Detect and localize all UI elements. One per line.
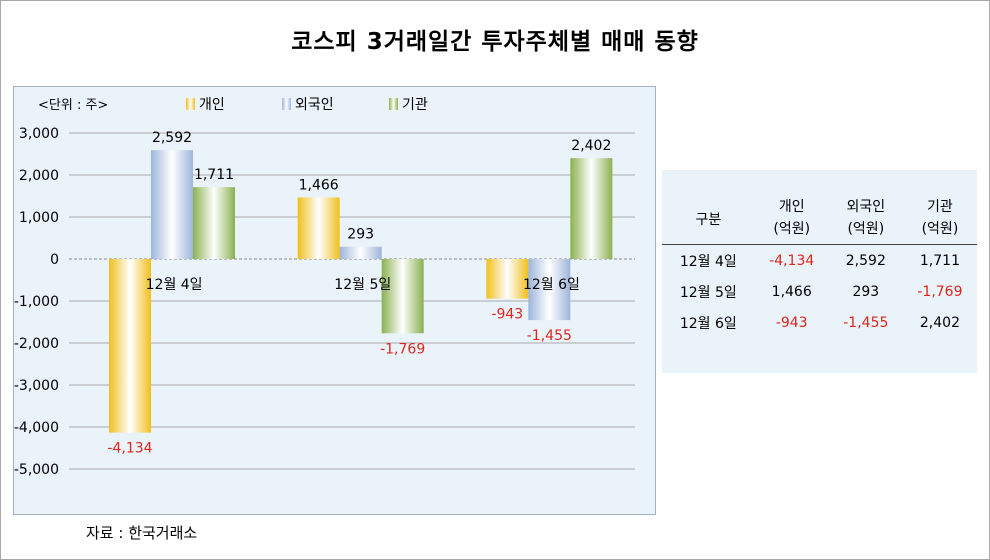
legend-swatch bbox=[186, 98, 195, 110]
cell-foreign: 2,592 bbox=[845, 252, 886, 269]
legend: <단위 : 주> 개인 외국인 기관 bbox=[38, 97, 428, 113]
row-date: 12월 5일 bbox=[679, 284, 737, 301]
cell-individual: -943 bbox=[775, 314, 808, 331]
category-label: 12월 4일 bbox=[146, 277, 203, 293]
bar-individual bbox=[297, 197, 340, 259]
bar-individual bbox=[486, 259, 529, 299]
header-unit: (억원) bbox=[754, 218, 829, 245]
bar-foreign bbox=[151, 150, 193, 259]
legend-label: 외국인 bbox=[295, 97, 334, 113]
header-unit: (억원) bbox=[902, 218, 977, 245]
bar-institution bbox=[570, 158, 613, 259]
legend-swatch bbox=[282, 98, 291, 110]
bars bbox=[109, 150, 613, 433]
y-tick-label: 2,000 bbox=[19, 168, 59, 184]
source-note: 자료 : 한국거래소 bbox=[86, 524, 198, 542]
bar-foreign bbox=[339, 246, 382, 259]
category-labels: 12월 4일 12월 5일 12월 6일 bbox=[146, 277, 580, 293]
table-row: 12월 5일 1,466 293 -1,769 bbox=[662, 276, 977, 307]
y-axis-ticks: 3,000 2,000 1,000 0 -1,000 -2,000 -3,000 -4,000… bbox=[14, 126, 59, 478]
header-individual: 개인 bbox=[778, 199, 805, 215]
data-label: -1,455 bbox=[527, 328, 572, 344]
bar-institution bbox=[381, 259, 424, 334]
row-date: 12월 4일 bbox=[679, 253, 737, 270]
data-label: -943 bbox=[491, 307, 523, 323]
y-tick-label: 3,000 bbox=[19, 126, 59, 142]
unit-label: <단위 : 주> bbox=[38, 98, 108, 113]
cell-institution: -1,769 bbox=[917, 283, 963, 300]
cell-individual: -4,134 bbox=[769, 252, 815, 269]
bar-institution bbox=[193, 187, 235, 259]
row-date: 12월 6일 bbox=[679, 315, 737, 332]
category-label: 12월 6일 bbox=[523, 277, 580, 293]
header-foreign: 외국인 bbox=[846, 199, 886, 215]
y-tick-label: -2,000 bbox=[14, 336, 59, 352]
y-tick-label: -3,000 bbox=[14, 378, 59, 394]
legend-swatch bbox=[389, 98, 398, 110]
data-label: 1,466 bbox=[299, 177, 339, 193]
y-tick-label: -1,000 bbox=[14, 294, 59, 310]
table-row: 12월 6일 -943 -1,455 2,402 bbox=[662, 307, 977, 338]
data-label: 2,592 bbox=[152, 130, 192, 146]
data-labels: -4,134 2,592 1,711 1,466 293 -1,769 -943-1,455… bbox=[107, 130, 611, 456]
bar-foreign bbox=[528, 259, 571, 321]
cell-institution: 1,711 bbox=[919, 252, 960, 269]
y-tick-label: 1,000 bbox=[19, 210, 59, 226]
header-category: 구분 bbox=[662, 196, 755, 245]
cell-foreign: -1,455 bbox=[843, 314, 889, 331]
header-unit: (억원) bbox=[828, 218, 903, 245]
data-label: 1,711 bbox=[194, 167, 234, 183]
summary-table-panel: 구분 개인 외국인 기관 (억원) (억원) (억원) 12월 4일 -4,13… bbox=[662, 170, 977, 373]
data-label: 2,402 bbox=[571, 138, 611, 154]
category-label: 12월 5일 bbox=[334, 277, 391, 293]
legend-label: 개인 bbox=[199, 97, 225, 113]
y-tick-label: -4,000 bbox=[14, 420, 59, 436]
chart-panel: 3,000 2,000 1,000 0 -1,000 -2,000 -3,000 -4,000… bbox=[13, 86, 656, 515]
summary-table: 구분 개인 외국인 기관 (억원) (억원) (억원) 12월 4일 -4,13… bbox=[662, 196, 977, 338]
bar-individual bbox=[109, 259, 151, 433]
cell-foreign: 293 bbox=[852, 283, 880, 300]
data-label: -4,134 bbox=[107, 441, 152, 457]
page-title: 코스피 3거래일간 투자주체별 매매 동향 bbox=[291, 29, 699, 55]
cell-institution: 2,402 bbox=[919, 314, 960, 331]
y-tick-label: -5,000 bbox=[14, 462, 59, 478]
cell-individual: 1,466 bbox=[771, 283, 812, 300]
bar-chart: 3,000 2,000 1,000 0 -1,000 -2,000 -3,000 -4,000… bbox=[14, 97, 635, 478]
header-institution: 기관 bbox=[927, 199, 953, 215]
data-label: -1,769 bbox=[380, 341, 425, 357]
legend-label: 기관 bbox=[402, 97, 428, 113]
table-row: 12월 4일 -4,134 2,592 1,711 bbox=[662, 245, 977, 277]
y-tick-label: 0 bbox=[50, 252, 59, 268]
data-label: 293 bbox=[347, 227, 374, 243]
